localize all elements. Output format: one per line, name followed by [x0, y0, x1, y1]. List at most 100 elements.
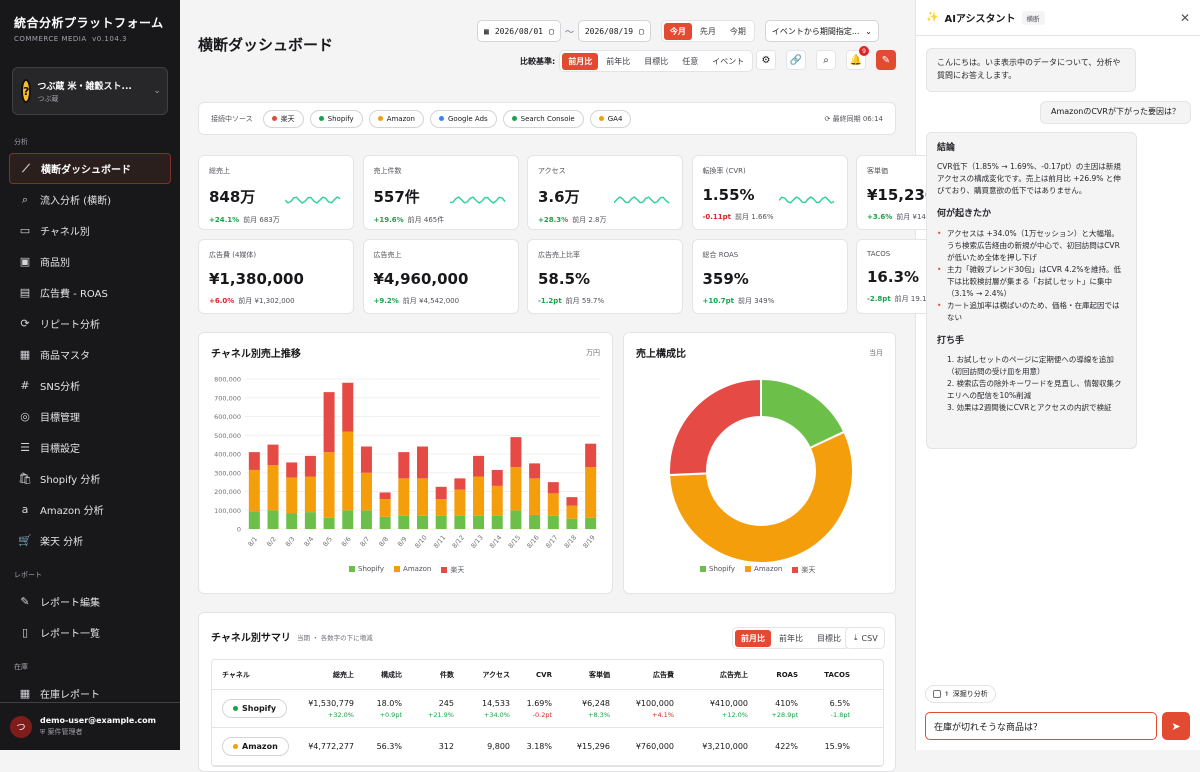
kpi-value: 3.6万: [538, 188, 580, 206]
sidebar-item-items2-0[interactable]: ✎ レポート編集: [0, 586, 180, 617]
source-chip[interactable]: 楽天: [262, 109, 304, 128]
compare-tab-3[interactable]: 任意: [682, 56, 699, 66]
summary-tab-1[interactable]: 前年比: [779, 633, 803, 643]
date-range-picker[interactable]: ▦ 2026/08/01 ▢: [477, 20, 561, 42]
kpi-card[interactable]: 総売上 848万 +24.1% 前月 683万: [198, 155, 354, 230]
cell-value: ¥100,000: [635, 698, 674, 708]
sidebar-item-items-9[interactable]: ☰ 目標設定: [0, 432, 180, 463]
column-header[interactable]: 客単価: [589, 670, 610, 679]
kpi-card[interactable]: 総合 ROAS 359% +10.7pt 前月 349%: [691, 239, 848, 314]
avatar: つ: [10, 715, 32, 738]
period-tab-2[interactable]: 今期: [729, 26, 746, 36]
source-chip[interactable]: Amazon: [368, 109, 424, 128]
column-header[interactable]: 広告売上: [720, 670, 748, 679]
start-date[interactable]: 2026/08/01: [494, 26, 543, 36]
settings-icon[interactable]: ⚙: [756, 50, 776, 70]
legend-item: Amazon: [394, 565, 431, 575]
chevron-down-icon: ⌄: [865, 26, 872, 36]
trend-legend: Shopify Amazon 楽天: [349, 565, 464, 575]
sidebar-item-items-0[interactable]: ⟋ 横断ダッシュボード: [9, 153, 171, 184]
sidebar-item-items-5[interactable]: ⟳ リピート分析: [0, 308, 180, 339]
kpi-card[interactable]: 売上件数 557件 +19.6% 前月 465件: [362, 155, 519, 230]
summary-tab-2[interactable]: 目標比: [817, 633, 841, 643]
bar-segment: [323, 517, 335, 529]
sidebar-item-items-1[interactable]: ⌕ 流入分析 (横断): [0, 184, 180, 215]
kpi-label: 広告売上: [373, 251, 402, 259]
column-header[interactable]: ROAS: [776, 670, 798, 679]
compare-tab-0[interactable]: 前月比: [562, 52, 599, 70]
end-date[interactable]: 2026/08/19: [584, 26, 634, 36]
status-dot: [511, 116, 517, 121]
sidebar-item-items-12[interactable]: 🛒 楽天 分析: [0, 525, 180, 556]
search-icon[interactable]: ⌕: [816, 50, 836, 70]
deep-dive-toggle[interactable]: ⚕ 深掘り分析: [925, 685, 996, 703]
sidebar-item-items-7[interactable]: # SNS分析: [0, 370, 180, 401]
bell-icon[interactable]: 🔔 9: [846, 46, 869, 70]
y-tick-label: 300,000: [214, 469, 241, 477]
sidebar-item-items-10[interactable]: 🛍 Shopify 分析: [0, 463, 180, 494]
csv-button[interactable]: ⤓ CSV: [845, 627, 885, 649]
channel-summary-card: チャネル別サマリ 当期 ・ 各数字の下に増減 前月比 前年比 目標比 ⤓ CSV チャ…: [198, 612, 896, 772]
column-header[interactable]: チャネル: [222, 670, 250, 679]
cell-value: 6.5%: [829, 698, 850, 708]
kpi-card[interactable]: 広告費 (4媒体) ¥1,380,000 +6.0% 前月 ¥1,302,000: [198, 239, 354, 314]
sidebar-item-items-4[interactable]: ▤ 広告費 - ROAS: [0, 277, 180, 308]
source-chip[interactable]: Google Ads: [430, 109, 497, 128]
sidebar-item-items-3[interactable]: ▣ 商品別: [0, 246, 180, 277]
column-header[interactable]: アクセス: [482, 670, 510, 679]
ai-toggle-icon[interactable]: ✎: [876, 50, 896, 70]
close-icon[interactable]: ✕: [1179, 10, 1190, 25]
event-period-select[interactable]: イベントから期間指定... ⌄: [764, 20, 879, 42]
period-tab-1[interactable]: 先月: [699, 26, 716, 36]
column-header[interactable]: TACOS: [824, 670, 850, 679]
bar-segment: [286, 513, 298, 529]
column-header[interactable]: CVR: [536, 670, 552, 679]
ai-scope-tag: 横断: [1021, 10, 1045, 25]
sidebar-item-items-8[interactable]: ◎ 目標管理: [0, 401, 180, 432]
kpi-prev: 前月 349%: [738, 297, 775, 305]
account-name: つぶ蔵 米・雑穀スト...: [37, 81, 132, 92]
ai-chat-input[interactable]: 在庫が切れそうな商品は？: [925, 712, 1157, 740]
link-icon[interactable]: 🔗: [786, 50, 806, 70]
source-label: Amazon: [386, 114, 415, 123]
column-header[interactable]: 総売上: [333, 670, 354, 679]
kpi-card[interactable]: 転換率 (CVR) 1.55% -0.11pt 前月 1.66%: [691, 155, 848, 230]
sidebar-item-items2-1[interactable]: ▯ レポート一覧: [0, 617, 180, 648]
status-dot: [439, 116, 444, 121]
column-header[interactable]: 構成比: [381, 670, 402, 679]
column-header[interactable]: 件数: [440, 670, 454, 679]
summary-tab-0[interactable]: 前月比: [735, 629, 771, 647]
sidebar-item-items-2[interactable]: ▭ チャネル別: [0, 215, 180, 246]
y-tick-label: 200,000: [214, 488, 241, 496]
end-date-picker[interactable]: 2026/08/19 ▢: [577, 20, 651, 42]
kpi-card[interactable]: アクセス 3.6万 +28.3% 前月 2.8万: [527, 155, 683, 230]
checkbox[interactable]: [933, 690, 941, 698]
refresh-icon[interactable]: ⟳: [824, 114, 831, 123]
sidebar-item-items-11[interactable]: a Amazon 分析: [0, 494, 180, 525]
column-header[interactable]: 広告費: [653, 670, 674, 679]
bar-segment: [342, 431, 354, 511]
source-chip[interactable]: GA4: [589, 109, 632, 128]
sidebar-item-items3-0[interactable]: ▦ 在庫レポート: [0, 678, 180, 709]
kpi-card[interactable]: 広告売上 ¥4,960,000 +9.2% 前月 ¥4,542,000: [362, 239, 519, 314]
cell-value: ¥3,210,000: [702, 742, 748, 751]
channel-pill[interactable]: Shopify: [222, 699, 288, 718]
source-chip[interactable]: Search Console: [502, 109, 584, 128]
cell-value: 56.3%: [376, 742, 402, 751]
compare-tab-4[interactable]: イベント: [712, 56, 745, 66]
channel-name: Amazon: [242, 742, 278, 751]
x-tick-label: 8/17: [544, 534, 560, 550]
compare-tab-1[interactable]: 前年比: [606, 56, 631, 66]
sidebar-item-items-6[interactable]: ▦ 商品マスタ: [0, 339, 180, 370]
send-icon[interactable]: ➤: [1162, 712, 1190, 740]
kpi-card[interactable]: 広告売上比率 58.5% -1.2pt 前月 59.7%: [527, 239, 683, 314]
user-menu[interactable]: つ demo-user@example.com ⛨ 案件管理者: [0, 702, 180, 750]
amazon-icon: a: [21, 503, 29, 516]
table-row[interactable]: Shopify ¥1,530,779 +32.0% 18.0% +0.9pt 245 +21…: [212, 690, 883, 728]
table-row[interactable]: Amazon ¥4,772,277 56.3% 312 9,800 3.18% ¥15,29…: [212, 728, 883, 766]
channel-pill[interactable]: Amazon: [222, 737, 289, 756]
period-tab-0[interactable]: 今月: [663, 22, 692, 40]
source-chip[interactable]: Shopify: [309, 109, 363, 128]
account-switcher[interactable]: ? つぶ蔵 米・雑穀スト... つぶ蔵 ⌄: [12, 67, 168, 115]
compare-tab-2[interactable]: 目標比: [644, 56, 669, 66]
